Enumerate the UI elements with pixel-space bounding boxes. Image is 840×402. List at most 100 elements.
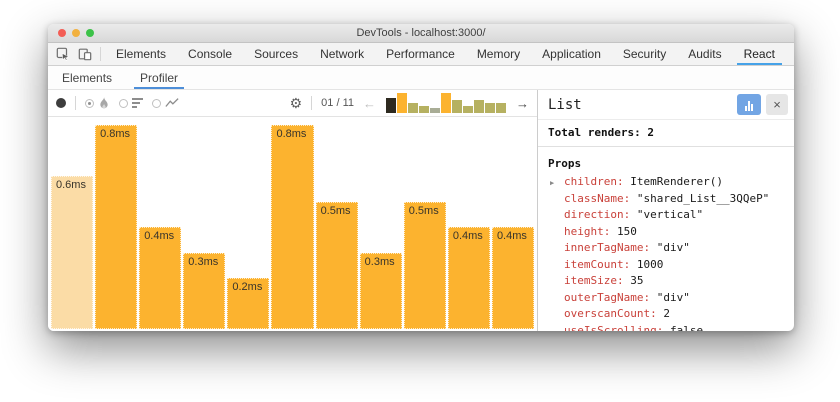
commit-bar[interactable]: 0.4ms	[447, 227, 490, 329]
record-button[interactable]	[56, 98, 66, 108]
prop-value: ItemRenderer()	[623, 175, 723, 188]
commit-bar[interactable]: 0.3ms	[183, 252, 226, 329]
titlebar: DevTools - localhost:3000/	[48, 24, 794, 43]
previous-snapshot-button[interactable]: ←	[363, 95, 376, 111]
tab-react[interactable]: React	[733, 43, 786, 65]
component-details-panel: List × Total renders: 2 Props ▶ children:…	[537, 90, 794, 331]
prop-row[interactable]: outerTagName: "div"	[538, 290, 794, 307]
close-window-button[interactable]	[58, 29, 66, 37]
interactions-radio[interactable]	[152, 98, 161, 108]
tab-audits[interactable]: Audits	[688, 47, 722, 61]
ranked-mode-option[interactable]	[119, 98, 143, 108]
prop-name: itemSize:	[564, 274, 624, 287]
toolbar-divider	[100, 47, 101, 61]
snapshot-mini-bar[interactable]	[441, 93, 451, 113]
devtools-window: DevTools - localhost:3000/ Elements Conso…	[48, 24, 794, 331]
prop-value: 35	[623, 274, 644, 287]
prop-name: className:	[564, 191, 631, 205]
flamegraph-radio[interactable]	[85, 98, 94, 108]
toolbar-divider	[75, 96, 76, 110]
prop-name: itemCount:	[564, 257, 631, 271]
prop-name: overscanCount:	[564, 307, 657, 320]
tab-memory[interactable]: Memory	[476, 47, 521, 61]
commit-bar[interactable]: 0.3ms	[359, 252, 402, 329]
commit-bar-chart[interactable]: 0.6ms 0.8ms 0.4ms 0.3ms 0.2ms 0.8ms 0.5ms 0.3ms…	[48, 117, 537, 331]
tab-security[interactable]: Security	[622, 47, 667, 61]
prop-value: "shared_List__3QQeP"	[630, 191, 770, 205]
prop-row[interactable]: useIsScrolling: false	[538, 323, 794, 331]
subtab-elements[interactable]: Elements	[62, 70, 113, 85]
render-chart-button[interactable]	[737, 94, 761, 115]
commit-bar[interactable]: 0.4ms	[491, 227, 535, 329]
zoom-window-button[interactable]	[86, 29, 94, 37]
props-list: ▶ children: ItemRenderer() className: "sha…	[538, 174, 794, 331]
devtools-tab-bar: Elements Console Sources Network Performance…	[48, 43, 794, 66]
commit-bar[interactable]: 0.8ms	[271, 125, 314, 329]
commit-duration-label: 0.5ms	[320, 204, 351, 217]
commit-bar[interactable]: 0.5ms	[403, 201, 446, 329]
snapshot-selector-chart[interactable]	[385, 92, 507, 114]
prop-row[interactable]: className: "shared_List__3QQeP"	[538, 191, 794, 208]
props-heading: Props	[548, 157, 582, 170]
minimize-window-button[interactable]	[72, 29, 80, 37]
commit-bar[interactable]: 0.2ms	[227, 278, 270, 329]
traffic-lights	[58, 29, 94, 37]
tab-elements[interactable]: Elements	[116, 47, 167, 61]
snapshot-mini-bar[interactable]	[386, 98, 396, 113]
profiler-pane: ⚙ 01 / 11 ← → 0.6ms 0.8ms 0.4ms 0.3ms 0.2ms 0…	[48, 90, 537, 331]
prop-row[interactable]: itemCount: 1000	[538, 257, 794, 274]
prop-row[interactable]: ▶ children: ItemRenderer()	[538, 174, 794, 191]
devtools-tool-icons	[48, 43, 105, 65]
commit-bar[interactable]: 0.6ms	[51, 176, 94, 329]
prop-name: direction:	[564, 208, 631, 221]
prop-value: "div"	[650, 290, 690, 304]
prop-value: "vertical"	[630, 208, 704, 221]
commit-duration-label: 0.4ms	[144, 230, 175, 243]
prop-row[interactable]: overscanCount: 2	[538, 306, 794, 323]
snapshot-mini-bar[interactable]	[485, 103, 495, 113]
react-subtabs: Elements Profiler	[48, 66, 192, 89]
interactions-mode-option[interactable]	[152, 97, 179, 109]
tab-network[interactable]: Network	[320, 47, 365, 61]
tab-console[interactable]: Console	[188, 47, 233, 61]
subtab-profiler[interactable]: Profiler	[126, 66, 192, 89]
interactions-icon	[165, 98, 179, 107]
devtools-menu-button[interactable]: ⋮	[786, 43, 794, 65]
snapshot-mini-bar[interactable]	[496, 103, 506, 113]
prop-row[interactable]: innerTagName: "div"	[538, 240, 794, 257]
inspect-element-icon[interactable]	[56, 47, 70, 61]
snapshot-mini-bar[interactable]	[452, 100, 462, 113]
prop-row[interactable]: direction: "vertical"	[538, 207, 794, 224]
snapshot-mini-bar[interactable]	[430, 108, 440, 113]
next-snapshot-button[interactable]: →	[516, 95, 529, 111]
commit-duration-label: 0.5ms	[408, 204, 439, 217]
device-toolbar-icon[interactable]	[78, 47, 92, 61]
snapshot-mini-bar[interactable]	[397, 93, 407, 113]
profiler-toolbar: ⚙ 01 / 11 ← →	[48, 90, 537, 117]
toolbar-divider	[311, 96, 313, 110]
snapshot-mini-bar[interactable]	[408, 103, 418, 113]
flamegraph-mode-option[interactable]	[85, 96, 110, 110]
settings-gear-icon[interactable]: ⚙	[289, 95, 303, 111]
prop-row[interactable]: height: 150	[538, 224, 794, 241]
snapshot-mini-bar[interactable]	[474, 100, 484, 113]
tab-sources[interactable]: Sources	[254, 47, 299, 61]
prop-row[interactable]: itemSize: 35	[538, 273, 794, 290]
snapshot-mini-bar[interactable]	[419, 105, 429, 113]
commit-bar[interactable]: 0.5ms	[315, 201, 358, 329]
tab-application[interactable]: Application	[542, 47, 601, 61]
prop-value: "div"	[650, 241, 690, 254]
close-details-button[interactable]: ×	[766, 94, 788, 115]
ranked-radio[interactable]	[119, 98, 128, 108]
commit-bar[interactable]: 0.4ms	[139, 227, 182, 329]
flame-icon	[100, 96, 108, 109]
prop-value: false	[663, 323, 704, 331]
react-subtab-bar: Elements Profiler	[48, 66, 794, 90]
snapshot-counter: 01 / 11	[321, 97, 354, 109]
tab-performance[interactable]: Performance	[386, 47, 455, 61]
ranked-chart-icon	[132, 98, 143, 108]
commit-bar[interactable]: 0.8ms	[95, 125, 138, 329]
expand-triangle-icon[interactable]: ▶	[550, 179, 555, 187]
prop-name: innerTagName:	[564, 241, 651, 254]
snapshot-mini-bar[interactable]	[463, 105, 473, 113]
